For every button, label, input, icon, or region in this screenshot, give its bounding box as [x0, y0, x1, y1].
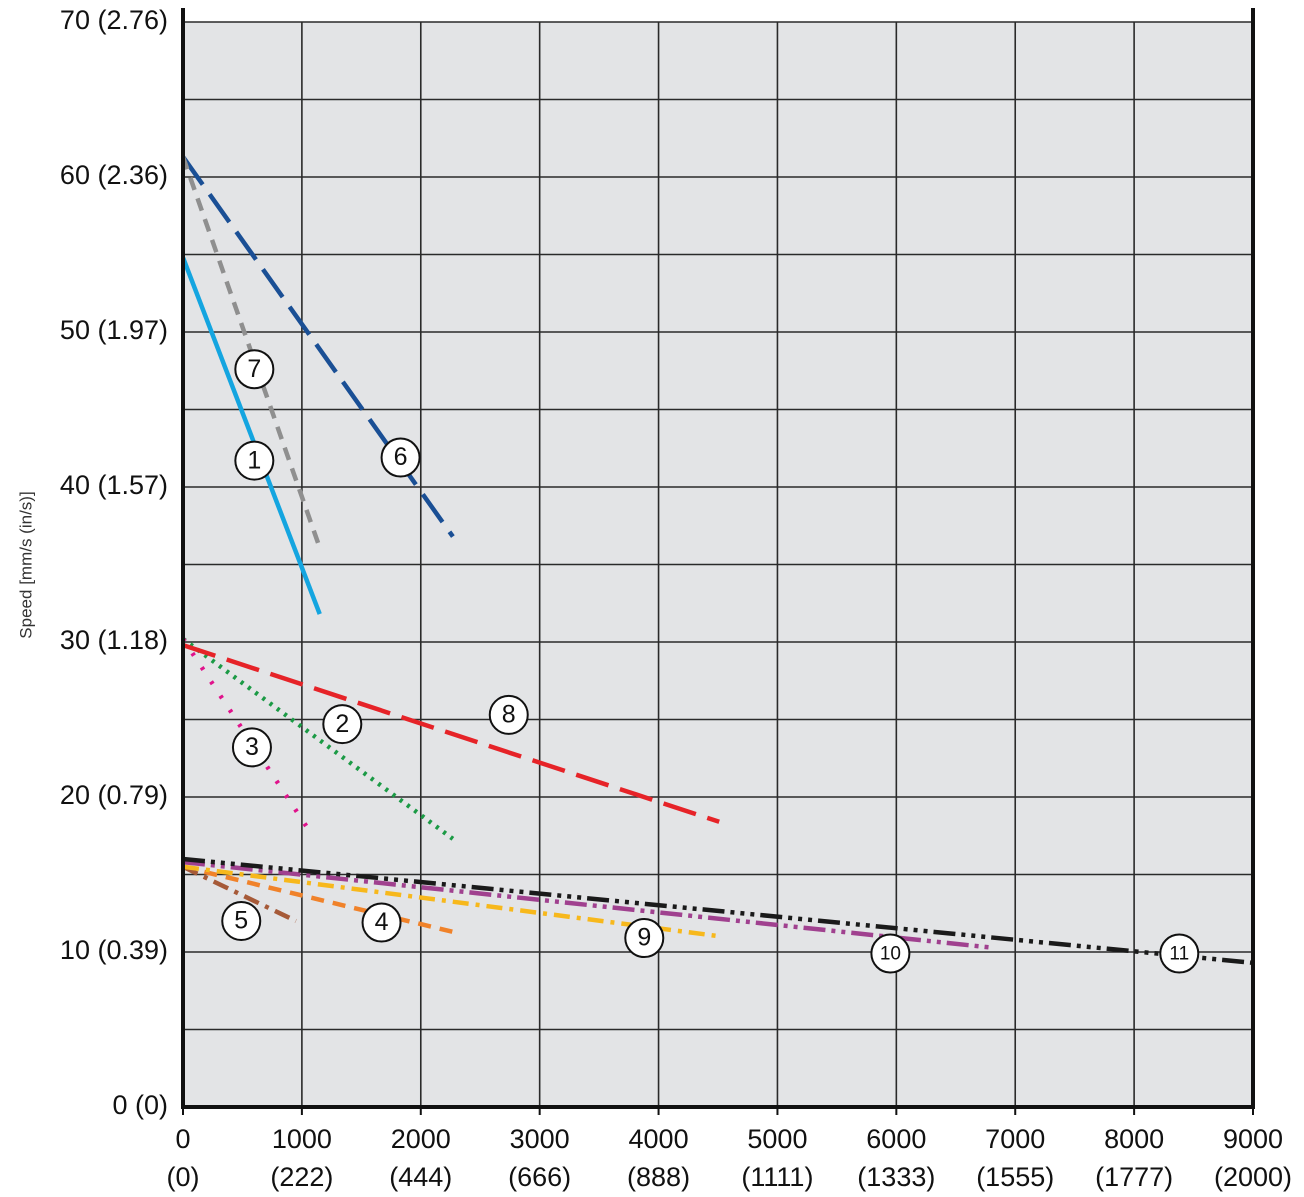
x-tick-label: 1000	[272, 1124, 332, 1154]
callout-label: 10	[880, 944, 901, 965]
callout-circle	[322, 704, 363, 745]
callout-circle	[221, 901, 262, 941]
series-callout-1: 1	[234, 440, 275, 481]
x-tick-sublabel: (444)	[389, 1162, 452, 1192]
series-callout-11: 11	[1159, 933, 1200, 974]
callout-circle	[624, 918, 665, 959]
y-tick-label: 20 (0.79)	[60, 780, 168, 810]
x-tick-label: 4000	[629, 1124, 689, 1154]
callout-circle	[234, 440, 275, 481]
series-callout-7: 7	[234, 349, 275, 390]
callout-label: 6	[394, 443, 408, 471]
series-callout-3: 3	[231, 727, 272, 768]
series-callout-5: 5	[221, 901, 262, 941]
y-tick-label: 70 (2.76)	[60, 5, 168, 35]
callout-label: 8	[502, 700, 516, 728]
x-tick-label: 3000	[510, 1124, 570, 1154]
x-tick-label: 8000	[1104, 1124, 1164, 1154]
callout-circle	[488, 694, 529, 735]
series-callout-9: 9	[624, 918, 665, 959]
x-tick-sublabel: (888)	[627, 1162, 690, 1192]
x-tick-label: 6000	[866, 1124, 926, 1154]
series-line-1	[180, 256, 322, 615]
x-tick-sublabel: (1555)	[976, 1162, 1054, 1192]
x-axis-ticks: 0 (0) 1000 (222) 2000 (444) 3000 (666) 4000 (888)…	[167, 1107, 1292, 1192]
y-tick-label: 40 (1.57)	[60, 470, 168, 500]
x-tick-label: 2000	[391, 1124, 451, 1154]
series-line-5	[182, 864, 297, 924]
y-tick-label: 10 (0.39)	[60, 935, 168, 965]
x-tick-label: 0	[175, 1124, 190, 1154]
series-callout-2: 2	[322, 704, 363, 745]
x-tick-sublabel: (1333)	[857, 1162, 935, 1192]
callout-circle	[231, 727, 272, 768]
callout-circle	[1159, 933, 1200, 974]
callout-label: 7	[247, 355, 261, 383]
y-tick-label: 30 (1.18)	[60, 625, 168, 655]
callout-circle	[870, 933, 911, 974]
y-tick-label: 50 (1.97)	[60, 315, 168, 345]
series-line-10	[182, 859, 990, 950]
x-tick-sublabel: (0)	[167, 1162, 200, 1192]
callout-label: 4	[375, 908, 389, 936]
callout-label: 1	[247, 446, 261, 474]
x-tick-sublabel: (666)	[508, 1162, 571, 1192]
y-tick-label: 60 (2.36)	[60, 160, 168, 190]
callout-label: 3	[245, 733, 259, 761]
callout-circle	[380, 437, 421, 478]
series-callout-8: 8	[488, 694, 529, 735]
y-axis-ticks: 0 (0) 10 (0.39) 20 (0.79) 30 (1.18) 40 (1.57…	[60, 5, 168, 1120]
callout-circle	[361, 902, 402, 943]
series-callout-4: 4	[361, 902, 402, 943]
callout-label: 5	[234, 907, 248, 935]
series-line-4	[182, 864, 454, 935]
x-tick-sublabel: (1777)	[1095, 1162, 1173, 1192]
x-tick-sublabel: (2000)	[1214, 1162, 1292, 1192]
y-tick-label: 0 (0)	[112, 1090, 168, 1120]
callout-label: 11	[1169, 944, 1189, 965]
callout-circle	[234, 349, 275, 390]
callout-label: 2	[335, 710, 349, 738]
grid	[183, 21, 1253, 1107]
x-tick-label: 9000	[1223, 1124, 1283, 1154]
y-axis-title: Speed [mm/s (in/s)]	[16, 491, 35, 638]
callout-label: 9	[637, 924, 651, 952]
series-line-8	[182, 642, 720, 824]
x-tick-sublabel: (222)	[270, 1162, 333, 1192]
series-callouts: 1 2 3 4 5 6 7 8 9 10 11	[221, 349, 1200, 974]
x-tick-label: 7000	[985, 1124, 1045, 1154]
series-line-11	[182, 856, 1254, 966]
x-tick-label: 5000	[747, 1124, 807, 1154]
series-line-2	[181, 637, 455, 841]
series-callout-6: 6	[380, 437, 421, 478]
series-callout-10: 10	[870, 933, 911, 974]
x-tick-sublabel: (1111)	[741, 1162, 813, 1192]
